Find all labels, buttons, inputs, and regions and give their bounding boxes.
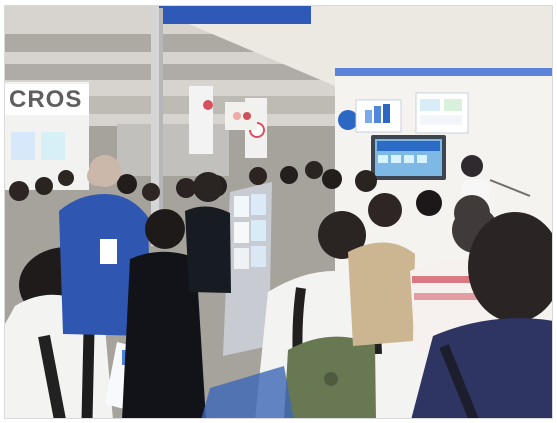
crowd-head <box>355 170 377 192</box>
brochure <box>234 196 249 217</box>
left-poster <box>41 132 65 160</box>
microphone-stand <box>489 179 531 197</box>
booth-pole-shadow <box>159 8 163 246</box>
visitor-head <box>193 172 223 202</box>
background-sign-dot <box>233 112 241 120</box>
brochure <box>251 220 266 241</box>
visitor-body <box>185 206 231 293</box>
crowd-head <box>9 181 29 201</box>
presentation-screen-card <box>391 155 401 163</box>
visitor-head-blue-shirt <box>89 155 121 187</box>
backpack-strap-right <box>439 344 479 418</box>
shirt-stripe <box>414 293 499 300</box>
brochure <box>251 194 266 215</box>
backpack-strap-left <box>81 330 95 418</box>
left-banner-text: CROS <box>9 86 82 113</box>
background-sign-dot <box>203 100 213 110</box>
backpack-logo <box>324 372 338 386</box>
crowd-head <box>416 190 442 216</box>
crowd-head <box>58 170 74 186</box>
crowd-head <box>322 169 342 189</box>
crowd-head <box>117 174 137 194</box>
brochure <box>234 222 249 243</box>
visitor-head <box>145 209 185 249</box>
wall-panel-bar <box>365 110 372 123</box>
background-sign-dot <box>243 112 251 120</box>
floor-blue-carpet <box>201 366 294 418</box>
crowd-head <box>249 167 267 185</box>
presentation-screen-card <box>404 155 414 163</box>
visitor-body-right <box>348 242 415 346</box>
booth-top-strip <box>335 68 552 76</box>
backpack-strap-left <box>38 334 66 418</box>
wall-panel-graphic <box>444 99 462 111</box>
presentation-screen-card <box>417 155 427 163</box>
crowd-head <box>35 177 53 195</box>
shirt-stripe <box>412 276 500 283</box>
booth-header-band <box>151 6 311 24</box>
crowd-head <box>280 166 298 184</box>
wall-panel-bar <box>383 104 390 123</box>
presenter-head <box>461 155 483 177</box>
visitor-head-center <box>318 211 366 259</box>
foreground-shirt-right <box>411 318 552 418</box>
logo-mark <box>338 110 358 130</box>
crowd-head <box>176 178 196 198</box>
exhibition-photo: CROS <box>4 5 553 419</box>
wall-panel-graphic <box>420 115 462 125</box>
crowd-head <box>142 183 160 201</box>
booth-pole <box>151 6 159 246</box>
visitor-head-right <box>368 193 402 227</box>
wall-panel-graphic <box>420 99 440 111</box>
name-tag <box>100 239 117 264</box>
left-poster <box>11 132 35 160</box>
crowd-head <box>305 161 323 179</box>
background-sign <box>189 86 213 154</box>
presentation-screen-header <box>377 141 440 151</box>
brochure <box>251 246 266 267</box>
presentation-screen-card <box>378 155 388 163</box>
brochure <box>234 248 249 269</box>
wall-panel-bar <box>374 106 381 123</box>
visitor-body <box>122 251 206 418</box>
left-banner <box>5 84 89 115</box>
foreground-head-right <box>468 212 552 322</box>
photo-scene: CROS <box>5 6 552 418</box>
